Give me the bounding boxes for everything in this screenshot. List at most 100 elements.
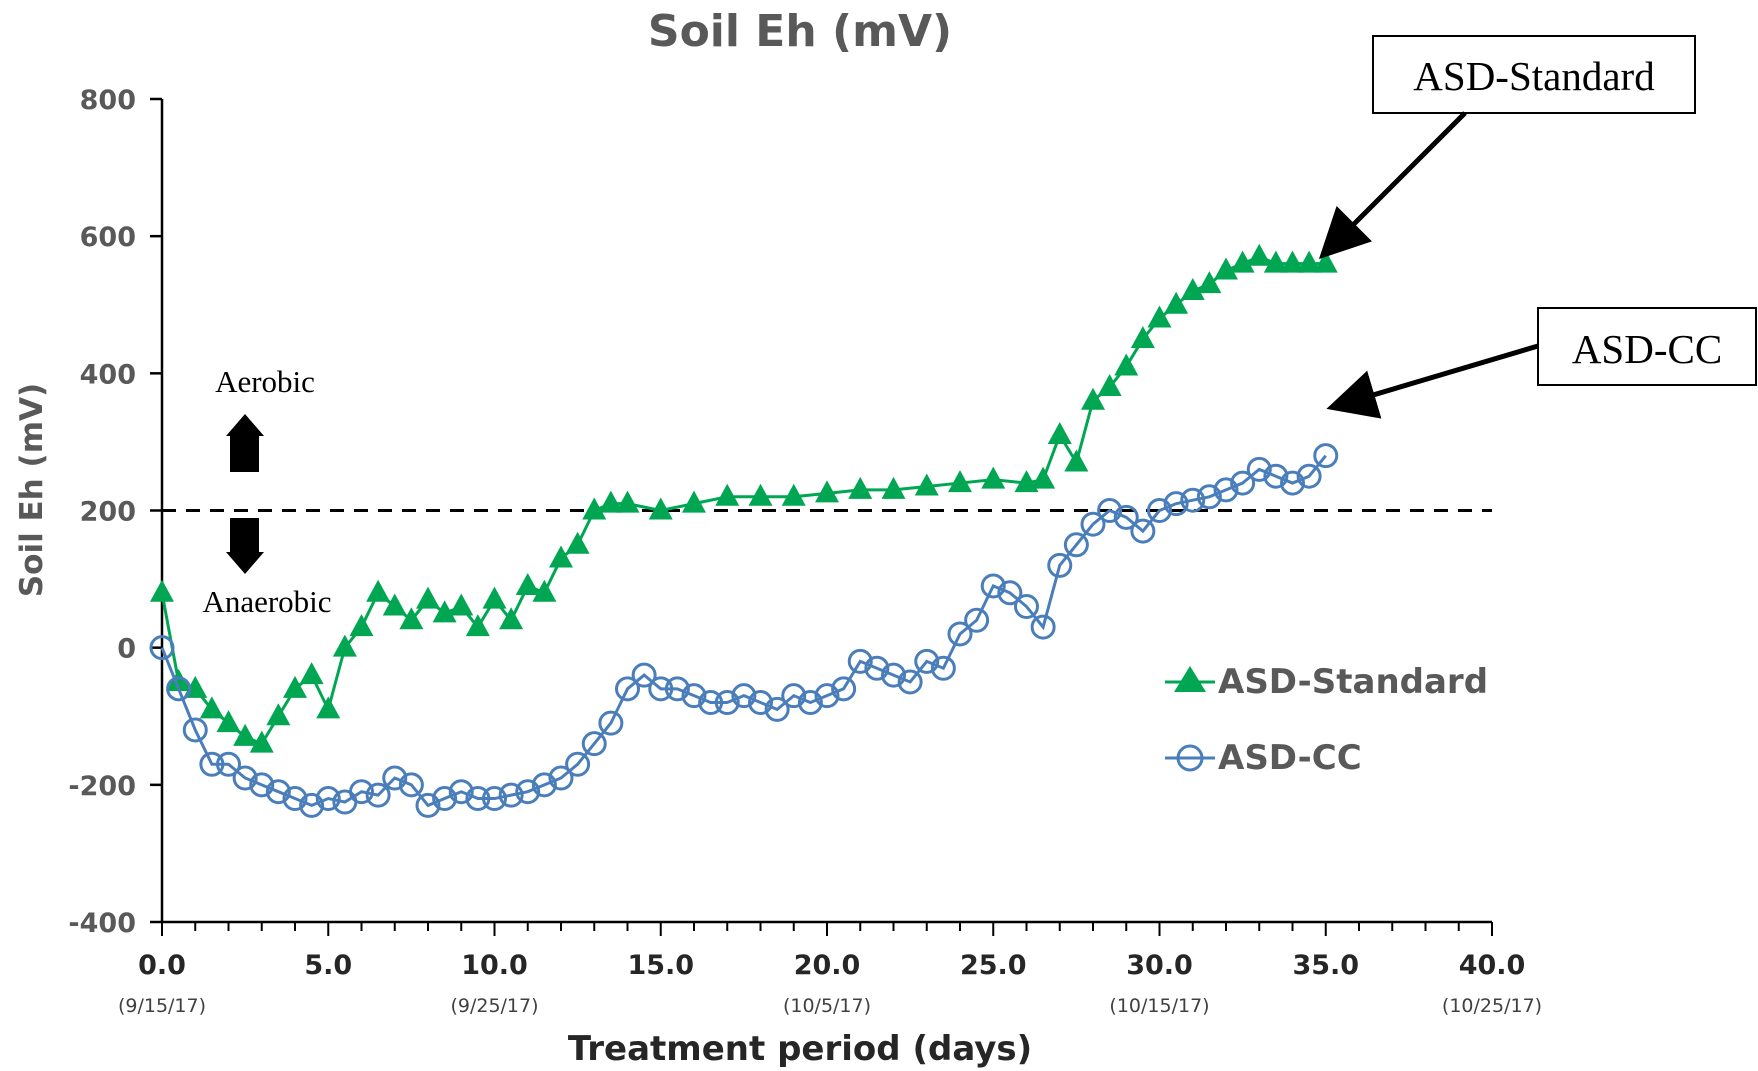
data-point [366,579,391,602]
data-point [1214,257,1238,280]
data-point [1164,291,1189,314]
data-point [964,607,990,633]
data-point [1230,250,1255,273]
data-point [265,779,291,805]
data-point [315,786,341,812]
data-point [499,607,524,630]
data-point [1196,484,1222,510]
data-point [249,730,274,753]
y-tick-label: 400 [80,359,136,390]
data-point [1296,463,1322,489]
data-point [1147,305,1172,328]
data-point [797,690,823,716]
data-point [532,579,557,602]
data-point [814,683,840,709]
data-point [382,593,407,616]
data-point [1113,504,1139,530]
data-point [1180,278,1205,301]
legend-item-asd-standard: ASD-Standard [1165,662,1488,702]
data-point [698,690,724,716]
data-point [1197,271,1222,294]
data-point [1031,466,1056,489]
series-line [160,454,1327,808]
data-point [349,614,374,637]
x-tick-label: 5.0 [304,950,352,981]
callout-asd-standard: ASD-Standard [1318,35,1696,260]
x-tick-label: 15.0 [627,950,694,981]
data-point [930,655,956,681]
x-date-label: (9/25/17) [450,995,538,1017]
down-arrow-icon [226,518,264,574]
data-point [1081,387,1105,410]
data-point [1230,470,1256,496]
x-tick-label: 40.0 [1459,950,1526,981]
y-tick-label: -200 [68,771,136,802]
data-point [781,683,807,709]
data-point [815,480,839,503]
x-tick-label: 20.0 [794,950,861,981]
data-point [349,779,374,805]
data-point [1263,250,1288,273]
data-point [382,765,408,791]
data-point [415,792,441,818]
data-point [748,690,773,716]
data-point [299,792,325,818]
data-point [482,786,507,812]
data-point [199,751,225,777]
data-point [432,600,457,623]
data-point [216,710,241,733]
legend-triangle-icon [1174,666,1206,692]
data-point [199,696,224,719]
data-point [465,614,490,637]
data-point [731,683,757,709]
legend-circle-icon [1176,744,1204,772]
data-point [465,786,491,812]
callout-asd-cc: ASD-CC [1326,307,1757,419]
chart-title: Soil Eh (mV) [648,6,952,57]
data-point [847,648,873,674]
data-point [582,497,607,520]
data-point [449,593,474,616]
data-point [848,476,873,499]
x-date-label: (10/5/17) [783,995,871,1017]
data-point [565,751,591,777]
data-point [1297,250,1322,273]
data-point [498,782,524,808]
y-tick-label: 600 [80,222,136,253]
data-point [150,579,174,602]
y-tick-label: 200 [80,497,136,528]
data-point [1097,498,1123,523]
callout-label-asd-cc: ASD-CC [1572,326,1722,372]
data-point [166,668,191,691]
x-date-label: (9/15/17) [118,995,206,1017]
data-point [664,676,690,702]
x-date-label: (10/25/17) [1442,995,1542,1017]
data-point [216,751,241,777]
data-point [881,476,906,499]
series-line [160,255,1326,746]
data-point [781,483,806,506]
x-tick-label: 0.0 [138,950,186,981]
data-point [831,676,857,702]
data-point [1130,518,1156,544]
legend: ASD-Standard ASD-CC [1165,662,1488,778]
y-axis-title: Soil Eh (mV) [14,383,50,597]
data-point [282,786,308,812]
data-point [1180,487,1206,513]
data-point [316,696,341,719]
data-point [914,473,939,496]
data-point [332,634,357,657]
data-point [1313,250,1338,273]
data-point [1014,594,1039,620]
data-point [615,490,640,513]
data-point [1097,374,1122,397]
data-point [748,483,773,506]
data-point [864,655,890,681]
data-point [548,765,574,791]
legend-label-asd-standard: ASD-Standard [1218,662,1488,702]
data-point [1047,552,1073,578]
data-point [881,662,906,688]
data-point [515,779,541,805]
data-point [1063,532,1089,558]
anaerobic-annotation: Anaerobic [202,518,332,619]
